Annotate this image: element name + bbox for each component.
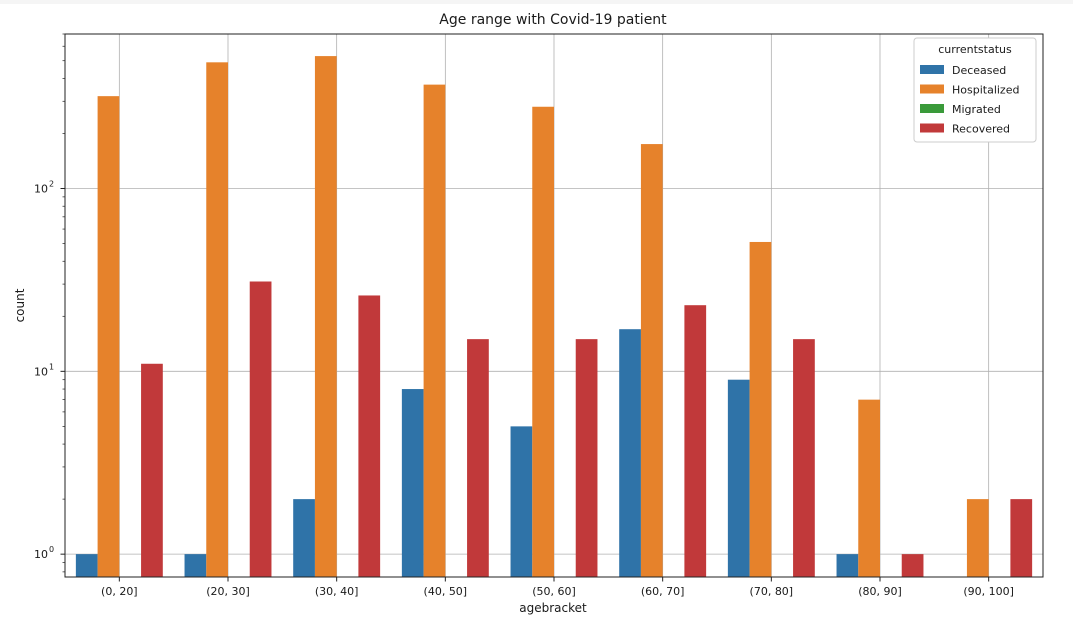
bar-deceased <box>75 554 98 577</box>
y-tick-label: 10 <box>34 183 48 196</box>
x-tick-label: (90, 100] <box>963 585 1014 598</box>
bar-deceased <box>836 554 859 577</box>
legend-swatch-deceased <box>920 65 944 74</box>
bar-hospitalized <box>423 84 446 578</box>
y-axis-label: count <box>13 288 27 322</box>
bar-recovered <box>467 339 489 577</box>
bar-deceased <box>401 389 424 577</box>
bar-deceased <box>293 499 315 577</box>
bar-hospitalized <box>966 499 989 577</box>
x-tick-label: (40, 50] <box>424 585 468 598</box>
bar-deceased <box>727 379 750 577</box>
x-tick-label: (60, 70] <box>641 585 685 598</box>
bar-deceased <box>619 329 641 577</box>
bar-recovered <box>358 295 381 577</box>
x-tick-label: (80, 90] <box>858 585 902 598</box>
legend: currentstatus Deceased Hospitalized Migrate… <box>913 37 1037 143</box>
legend-swatch-recovered <box>920 123 944 133</box>
bar-hospitalized <box>749 241 772 577</box>
legend-frame <box>913 37 1037 143</box>
y-tick-label: 10 <box>34 365 48 378</box>
bar-hospitalized <box>858 399 880 577</box>
bar-deceased <box>184 554 207 577</box>
x-axis-label: agebracket <box>519 601 587 615</box>
y-tick-label: 10 <box>34 548 48 561</box>
bar-recovered <box>684 305 707 577</box>
bar-recovered <box>575 339 598 577</box>
x-tick-label: (30, 40] <box>315 585 359 598</box>
legend-label-hospitalized: Hospitalized <box>952 84 1019 97</box>
y-tick-exponent: 0 <box>49 545 54 554</box>
legend-label-migrated: Migrated <box>952 103 1001 116</box>
top-strip <box>0 0 1073 4</box>
bar-recovered <box>1010 499 1033 577</box>
legend-label-recovered: Recovered <box>952 123 1010 136</box>
legend-swatch-migrated <box>920 104 944 113</box>
chart-title: Age range with Covid-19 patient <box>439 12 667 28</box>
bar-hospitalized <box>640 144 663 577</box>
bar-recovered <box>793 339 815 577</box>
y-tick-exponent: 1 <box>49 362 54 371</box>
bar-recovered <box>901 554 924 577</box>
x-tick-label: (0, 20] <box>101 585 138 598</box>
legend-swatch-hospitalized <box>920 84 944 94</box>
bar-hospitalized <box>532 106 554 577</box>
bar-recovered <box>249 281 272 577</box>
bar-hospitalized <box>97 96 120 577</box>
x-axis-ticks: (0, 20] (20, 30] (30, 40] (40, 50] (50, 60] (… <box>101 577 1014 598</box>
bar-deceased <box>510 426 533 577</box>
x-tick-label: (70, 80] <box>750 585 794 598</box>
bar-hospitalized <box>206 62 228 577</box>
bar-recovered <box>141 363 163 577</box>
x-tick-label: (20, 30] <box>206 585 250 598</box>
bars <box>75 56 1033 578</box>
legend-label-deceased: Deceased <box>952 64 1006 77</box>
bar-hospitalized <box>314 56 337 578</box>
legend-title: currentstatus <box>938 43 1012 56</box>
y-tick-exponent: 2 <box>49 180 54 189</box>
x-tick-label: (50, 60] <box>532 585 576 598</box>
